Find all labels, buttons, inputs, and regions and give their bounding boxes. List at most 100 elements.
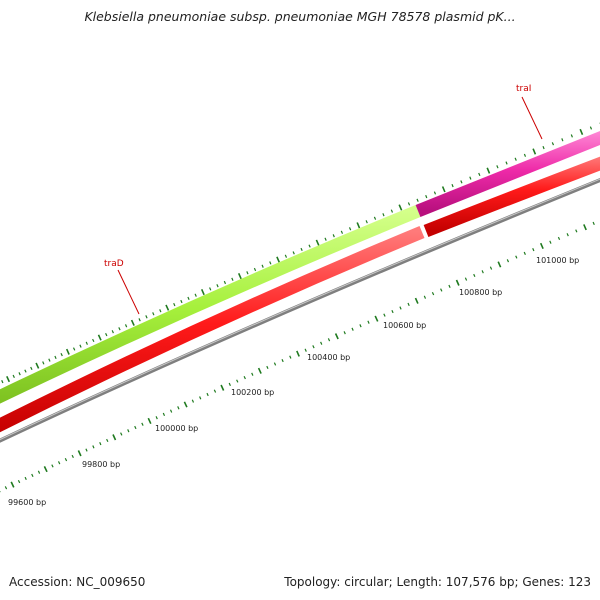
scale-minor-tick bbox=[57, 461, 61, 465]
scale-minor-tick bbox=[557, 236, 561, 241]
outer-minor-tick bbox=[152, 312, 155, 316]
outer-minor-tick bbox=[261, 264, 264, 268]
scale-minor-tick bbox=[566, 233, 569, 237]
outer-minor-tick bbox=[159, 309, 162, 313]
scale-minor-tick bbox=[506, 259, 510, 263]
scale-major-tick bbox=[455, 279, 460, 286]
scale-minor-tick bbox=[177, 406, 180, 410]
outer-minor-tick bbox=[24, 369, 27, 373]
scale-minor-tick bbox=[51, 464, 54, 468]
outer-minor-tick bbox=[542, 145, 545, 150]
outer-minor-tick bbox=[523, 153, 527, 157]
outer-minor-tick bbox=[18, 372, 21, 376]
outer-minor-tick bbox=[324, 237, 327, 241]
outer-minor-tick bbox=[105, 333, 108, 337]
scale-major-tick bbox=[296, 350, 300, 357]
scale-minor-tick bbox=[312, 345, 315, 349]
scale-minor-tick bbox=[127, 429, 130, 433]
scale-minor-tick bbox=[327, 338, 331, 342]
outer-major-tick bbox=[532, 148, 537, 155]
gene-arc-trad[interactable] bbox=[0, 204, 421, 406]
outer-minor-tick bbox=[223, 280, 227, 285]
outer-major-tick bbox=[579, 128, 584, 136]
outer-minor-tick bbox=[187, 296, 190, 300]
outer-major-tick bbox=[486, 167, 491, 174]
scale-minor-tick bbox=[489, 266, 493, 270]
outer-major-tick bbox=[200, 288, 205, 296]
outer-major-tick bbox=[276, 256, 281, 263]
outer-minor-tick bbox=[365, 220, 368, 224]
outer-minor-tick bbox=[30, 366, 33, 370]
scale-major-tick bbox=[257, 367, 262, 374]
scale-major-tick bbox=[43, 466, 48, 473]
tick-label-99600: 99600 bp bbox=[8, 498, 46, 507]
outer-minor-tick bbox=[60, 352, 63, 357]
scale-minor-tick bbox=[17, 479, 21, 484]
scale-minor-tick bbox=[243, 376, 246, 380]
scale-minor-tick bbox=[399, 306, 402, 310]
gene-arc-trai[interactable] bbox=[415, 130, 600, 218]
outer-minor-tick bbox=[460, 180, 463, 184]
scale-minor-tick bbox=[343, 331, 346, 335]
tick-label-100800: 100800 bp bbox=[459, 288, 502, 297]
scale-minor-tick bbox=[236, 379, 239, 383]
scale-major-tick bbox=[539, 242, 544, 250]
outer-minor-tick bbox=[425, 194, 428, 199]
scale-minor-tick bbox=[31, 473, 34, 477]
outer-major-tick bbox=[398, 204, 403, 211]
scale-minor-tick bbox=[391, 309, 394, 314]
scale-minor-tick bbox=[549, 240, 552, 244]
scale-major-tick bbox=[374, 315, 379, 322]
scale-minor-tick bbox=[92, 445, 95, 449]
tick-label-100600: 100600 bp bbox=[383, 321, 426, 330]
map-summary-text: Topology: circular; Length: 107,576 bp; … bbox=[284, 575, 591, 589]
scale-minor-tick bbox=[359, 324, 362, 328]
outer-minor-tick bbox=[390, 209, 394, 213]
scale-minor-tick bbox=[228, 382, 231, 387]
tick-label-100200: 100200 bp bbox=[231, 388, 274, 397]
scale-minor-tick bbox=[473, 273, 476, 278]
scale-major-tick bbox=[414, 297, 419, 304]
outer-minor-tick bbox=[308, 244, 311, 248]
scale-minor-tick bbox=[169, 409, 173, 413]
orf-arc-left[interactable] bbox=[0, 225, 425, 435]
outer-major-tick bbox=[356, 222, 361, 229]
outer-minor-tick bbox=[407, 202, 411, 206]
scale-minor-tick bbox=[523, 251, 526, 255]
scale-minor-tick bbox=[85, 448, 88, 452]
outer-minor-tick bbox=[269, 261, 272, 265]
scale-minor-tick bbox=[431, 291, 435, 296]
outer-major-tick bbox=[65, 348, 70, 355]
orf-arc-right[interactable] bbox=[423, 156, 600, 238]
scale-minor-tick bbox=[481, 270, 484, 274]
tick-label-100000: 100000 bp bbox=[155, 424, 198, 433]
gene-label-trai[interactable]: traI bbox=[516, 84, 531, 94]
scale-minor-tick bbox=[213, 389, 217, 393]
outer-minor-tick bbox=[118, 327, 121, 331]
scale-minor-tick bbox=[251, 372, 254, 376]
scale-minor-tick bbox=[120, 432, 123, 436]
outer-minor-tick bbox=[85, 341, 88, 345]
scale-major-tick bbox=[147, 417, 152, 425]
outer-minor-tick bbox=[340, 230, 344, 234]
outer-minor-tick bbox=[180, 299, 183, 304]
scale-minor-tick bbox=[351, 327, 354, 331]
outer-minor-tick bbox=[284, 254, 288, 258]
scale-major-tick bbox=[220, 384, 225, 391]
scale-minor-tick bbox=[515, 255, 518, 259]
outer-minor-tick bbox=[561, 138, 564, 142]
trad-leader-line bbox=[117, 269, 140, 315]
outer-minor-tick bbox=[79, 344, 82, 348]
scale-minor-tick bbox=[37, 470, 41, 474]
outer-minor-tick bbox=[231, 277, 234, 281]
scale-minor-tick bbox=[266, 365, 269, 370]
outer-minor-tick bbox=[246, 271, 249, 275]
scale-minor-tick bbox=[106, 438, 109, 443]
outer-major-tick bbox=[165, 304, 170, 311]
scale-minor-tick bbox=[289, 355, 292, 359]
scale-minor-tick bbox=[304, 348, 307, 352]
gene-label-trad[interactable]: traD bbox=[104, 259, 124, 269]
plasmid-backbone bbox=[0, 177, 600, 443]
outer-major-tick bbox=[237, 272, 242, 280]
